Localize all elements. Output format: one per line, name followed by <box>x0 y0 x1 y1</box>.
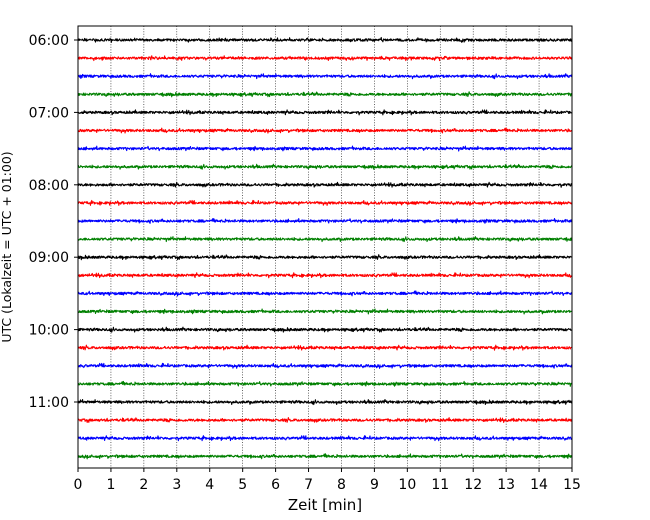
trace-line <box>77 272 573 279</box>
trace-line <box>77 254 573 261</box>
y-tick-label: 10:00 <box>29 323 69 339</box>
x-tick-label: 10 <box>398 477 416 493</box>
trace-line <box>77 290 573 297</box>
trace-line <box>77 344 573 351</box>
trace-line <box>77 217 573 224</box>
trace-line <box>77 417 573 424</box>
x-tick-label: 4 <box>205 477 214 493</box>
x-tick-label: 15 <box>563 477 581 493</box>
y-tick-label: 07:00 <box>29 105 69 121</box>
trace-line <box>77 435 573 442</box>
x-tick-label: 3 <box>172 477 181 493</box>
y-tick-label: 08:00 <box>29 178 69 194</box>
trace-line <box>77 308 573 315</box>
trace-line <box>77 236 573 243</box>
y-tick-label: 06:00 <box>29 33 69 49</box>
trace-line <box>77 145 573 152</box>
x-tick-label: 5 <box>238 477 247 493</box>
x-tick-label: 14 <box>530 477 548 493</box>
trace-line <box>77 453 573 460</box>
trace-line <box>77 73 573 80</box>
trace-line <box>77 362 573 369</box>
y-tick-label: 11:00 <box>29 395 69 411</box>
x-tick-label: 6 <box>271 477 280 493</box>
plot-frame <box>77 25 573 469</box>
x-tick-label: 2 <box>139 477 148 493</box>
x-tick-label: 8 <box>337 477 346 493</box>
trace-line <box>77 91 573 98</box>
x-axis: 0 1 2 3 4 5 6 7 8 9 10 11 12 13 14 15 <box>74 468 581 493</box>
trace-line <box>77 127 573 134</box>
trace-line <box>77 380 573 387</box>
grid-lines <box>110 26 540 468</box>
trace-line <box>77 109 573 116</box>
trace-line <box>77 55 573 62</box>
x-tick-label: 7 <box>304 477 313 493</box>
x-tick-label: 13 <box>497 477 515 493</box>
x-tick-label: 11 <box>431 477 449 493</box>
x-tick-label: 9 <box>370 477 379 493</box>
y-axis: 06:00 07:00 08:00 09:00 10:00 11:00 <box>29 33 78 411</box>
trace-line <box>77 181 573 188</box>
trace-line <box>77 199 573 206</box>
trace-line <box>77 399 573 406</box>
y-axis-label: UTC (Lokalzeit = UTC + 01:00) <box>0 151 14 342</box>
y-tick-label: 09:00 <box>29 250 69 266</box>
trace-line <box>77 326 573 333</box>
trace-line <box>77 36 573 43</box>
x-axis-label: Zeit [min] <box>288 496 362 514</box>
x-tick-label: 12 <box>464 477 482 493</box>
x-tick-label: 0 <box>74 477 83 493</box>
seismogram-traces <box>77 36 573 460</box>
trace-line <box>77 163 573 170</box>
x-tick-label: 1 <box>106 477 115 493</box>
